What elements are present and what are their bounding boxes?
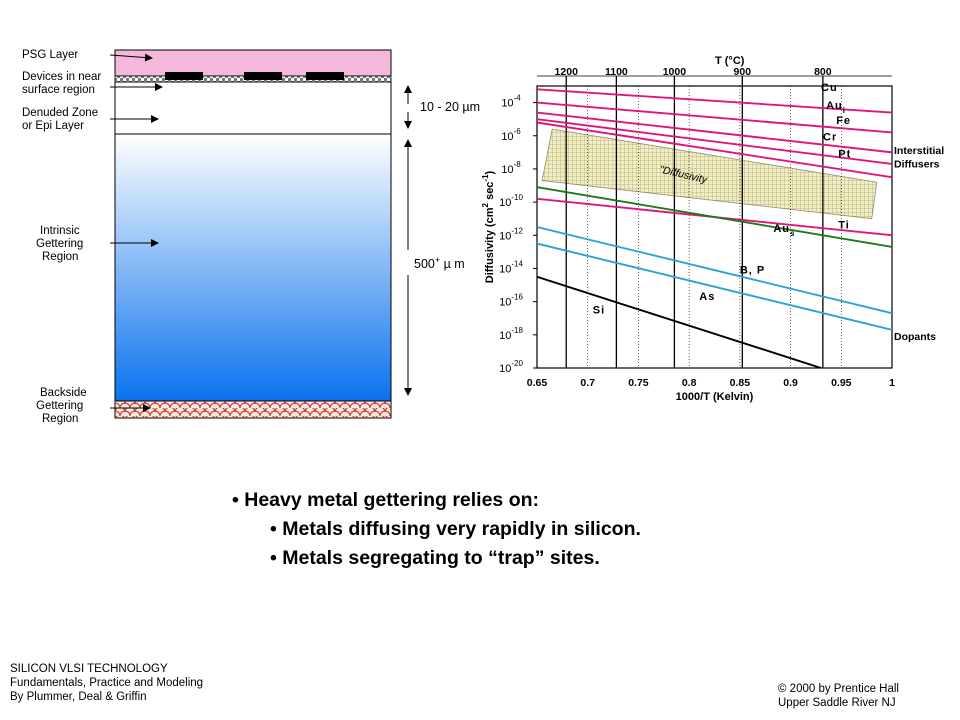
arrow-psg <box>109 53 153 62</box>
x-axis-label: 1000/T (Kelvin) <box>676 391 754 403</box>
footer-left: SILICON VLSI TECHNOLOGY Fundamentals, Pr… <box>10 662 203 704</box>
bullet-sub-2: • Metals segregating to “trap” sites. <box>270 547 600 569</box>
label-psg: PSG Layer <box>22 49 78 61</box>
series-line-si <box>537 275 822 368</box>
label-devices-1: Devices in near <box>22 71 101 83</box>
y-tick-label: 10-16 <box>499 293 523 309</box>
series-line-as <box>537 242 892 331</box>
label-denuded-1: Denuded Zone <box>22 107 98 119</box>
device-gate-1 <box>165 72 203 80</box>
series-group <box>537 88 892 368</box>
label-intrinsic-2: Gettering <box>36 238 83 250</box>
x-tick-label: 0.85 <box>730 377 751 389</box>
bullet-list: • Heavy metal gettering relies on: • Met… <box>232 486 641 573</box>
diffusivity-band <box>541 128 878 220</box>
x-tick-label: 0.8 <box>682 377 697 389</box>
top-tick-label: 1100 <box>605 66 628 78</box>
dim-label-bulk: 500+ µ m <box>414 255 465 271</box>
y-tick-label: 10-8 <box>501 160 521 176</box>
bullet-sub-1: • Metals diffusing very rapidly in silic… <box>270 518 641 540</box>
footer-right-line-1: © 2000 by Prentice Hall <box>778 683 899 695</box>
y-tick-label: 10-4 <box>501 94 521 110</box>
x-tick-label: 0.9 <box>783 377 798 389</box>
series-label: Aui <box>826 100 846 115</box>
series-line-b-p <box>537 226 892 315</box>
device-gate-2 <box>244 72 282 80</box>
dopants-label: Dopants <box>894 331 936 343</box>
series-label: Aus <box>773 223 795 238</box>
series-line-cu <box>537 88 892 114</box>
series-label: Cu <box>821 82 838 94</box>
series-label: B, P <box>740 264 765 276</box>
series-label: Ti <box>838 220 850 232</box>
y-tick-label: 10-10 <box>499 193 523 209</box>
label-denuded-2: or Epi Layer <box>22 120 84 132</box>
backside-pattern <box>115 401 391 418</box>
label-backside-1: Backside <box>40 387 87 399</box>
label-devices-2: surface region <box>22 84 95 96</box>
device-gate-3 <box>306 72 344 80</box>
intrinsic-region <box>114 133 392 402</box>
footer-left-line-1: SILICON VLSI TECHNOLOGY <box>10 663 168 675</box>
y-tick-label: 10-14 <box>499 259 523 275</box>
series-line-au-i <box>537 101 892 134</box>
x-tick-label: 0.95 <box>831 377 852 389</box>
series-label: Fe <box>836 115 851 127</box>
top-tick-label: 1200 <box>555 66 579 78</box>
psg-layer <box>114 49 392 77</box>
label-backside-3: Region <box>42 413 78 425</box>
x-tick-label: 1 <box>889 377 895 389</box>
series-label: Cr <box>823 132 837 144</box>
series-label: As <box>699 291 715 303</box>
x-tick-label: 0.7 <box>580 377 595 389</box>
top-axis-label: T (°C) <box>715 55 745 67</box>
footer-left-line-3: By Plummer, Deal & Griffin <box>10 691 147 703</box>
series-label: Si <box>593 304 605 316</box>
label-backside-2: Gettering <box>36 400 83 412</box>
interstitial-label: Interstitial <box>894 145 944 157</box>
x-tick-label: 0.65 <box>527 377 548 389</box>
dim-label-top: 10 - 20 µm <box>420 100 480 114</box>
footer-right: © 2000 by Prentice Hall Upper Saddle Riv… <box>778 682 899 710</box>
label-intrinsic-1: Intrinsic <box>40 225 80 237</box>
footer-left-line-2: Fundamentals, Practice and Modeling <box>10 677 204 689</box>
x-tick-label: 0.75 <box>628 377 649 389</box>
top-tick-label: 900 <box>734 66 752 78</box>
series-line-fe <box>537 111 892 154</box>
top-tick-label: 800 <box>814 66 832 78</box>
series-line-pt <box>537 121 892 179</box>
y-tick-label: 10-20 <box>499 359 523 375</box>
y-tick-label: 10-12 <box>499 226 523 242</box>
label-intrinsic-3: Region <box>42 251 78 263</box>
series-line-au-s <box>537 186 892 248</box>
series-line-cr <box>537 118 892 165</box>
series-label: Pt <box>838 148 851 160</box>
diffusers-label: Diffusers <box>894 158 940 170</box>
footer-right-line-2: Upper Saddle River NJ <box>778 697 896 709</box>
top-tick-label: 1000 <box>663 66 687 78</box>
y-tick-label: 10-6 <box>501 127 521 143</box>
y-axis-label: Diffusivity (cm2 sec-1) <box>481 170 496 283</box>
bullet-main: • Heavy metal gettering relies on: <box>232 489 540 511</box>
y-tick-label: 10-18 <box>499 326 523 342</box>
